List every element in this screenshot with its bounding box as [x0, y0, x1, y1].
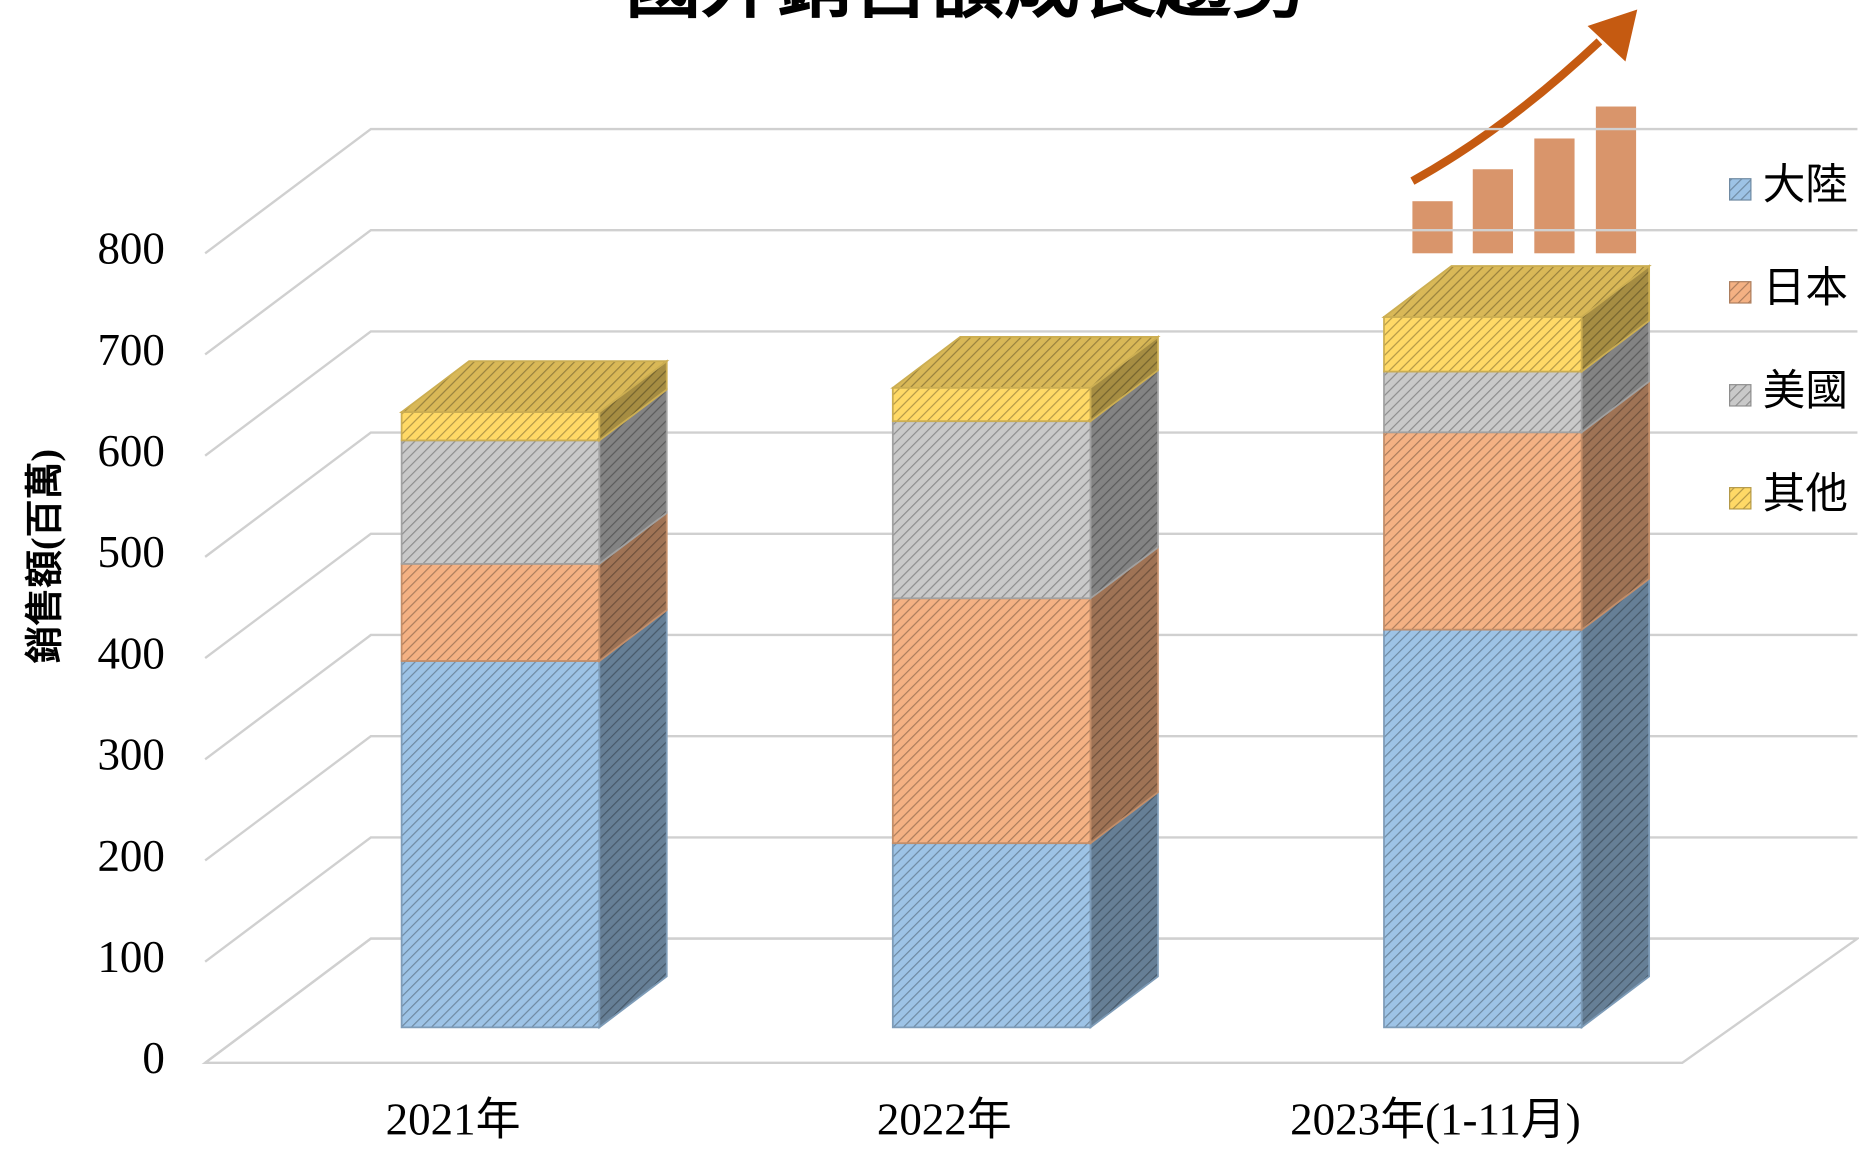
x-tick-label: 2023年(1-11月): [1290, 1095, 1581, 1145]
bar-top: [398, 360, 670, 413]
bar-segment: [891, 420, 1092, 600]
legend-swatch: [1729, 487, 1752, 510]
bar-top: [890, 336, 1161, 389]
bar-segment: [400, 439, 601, 565]
bar-segment: [891, 842, 1092, 1029]
bar-segment: [1383, 431, 1583, 631]
y-tick-label: 0: [142, 1033, 164, 1083]
floor: [201, 937, 1859, 1065]
grid-line: [204, 633, 1858, 761]
bar-segment: [891, 597, 1092, 845]
bar-segment: [400, 562, 601, 662]
legend-label: 大陸: [1763, 162, 1848, 209]
legend-swatch: [1729, 178, 1752, 201]
chart-title: 國外銷售額成長趨勢: [625, 0, 1307, 27]
x-tick-label: 2021年: [386, 1095, 521, 1145]
x-tick-label: 2022年: [877, 1095, 1012, 1145]
bar-top: [1381, 265, 1652, 318]
grid-line: [204, 431, 1858, 558]
y-tick-label: 600: [97, 426, 164, 476]
legend-label: 其他: [1763, 471, 1848, 518]
bar-side: [598, 608, 668, 1030]
y-tick-label: 500: [97, 527, 164, 577]
legend-swatch: [1729, 384, 1752, 407]
y-tick-label: 700: [97, 325, 164, 375]
y-tick-label: 400: [97, 628, 164, 678]
grid-line: [204, 532, 1858, 660]
bar-segment: [891, 386, 1092, 423]
grid-line: [204, 836, 1858, 963]
legend-swatch: [1729, 281, 1752, 304]
growth-icon: [1410, 9, 1638, 254]
y-tick-label: 300: [97, 730, 164, 780]
grid-line: [204, 330, 1858, 457]
y-tick-label: 100: [97, 932, 164, 982]
legend-label: 日本: [1763, 265, 1848, 312]
y-axis-label: 銷售額(百萬): [25, 449, 67, 664]
grid-line: [204, 735, 1858, 862]
grid-line: [204, 127, 1858, 255]
y-tick-label: 800: [97, 224, 164, 274]
bar-segment: [1383, 370, 1583, 434]
y-tick-label: 200: [97, 831, 164, 881]
bar-segment: [1383, 628, 1583, 1029]
bar-segment: [400, 411, 601, 442]
legend-label: 美國: [1763, 368, 1848, 415]
bar-side: [1580, 576, 1651, 1030]
grid-line: [204, 229, 1858, 356]
bar-segment: [400, 660, 601, 1029]
bar-segment: [1383, 316, 1583, 373]
